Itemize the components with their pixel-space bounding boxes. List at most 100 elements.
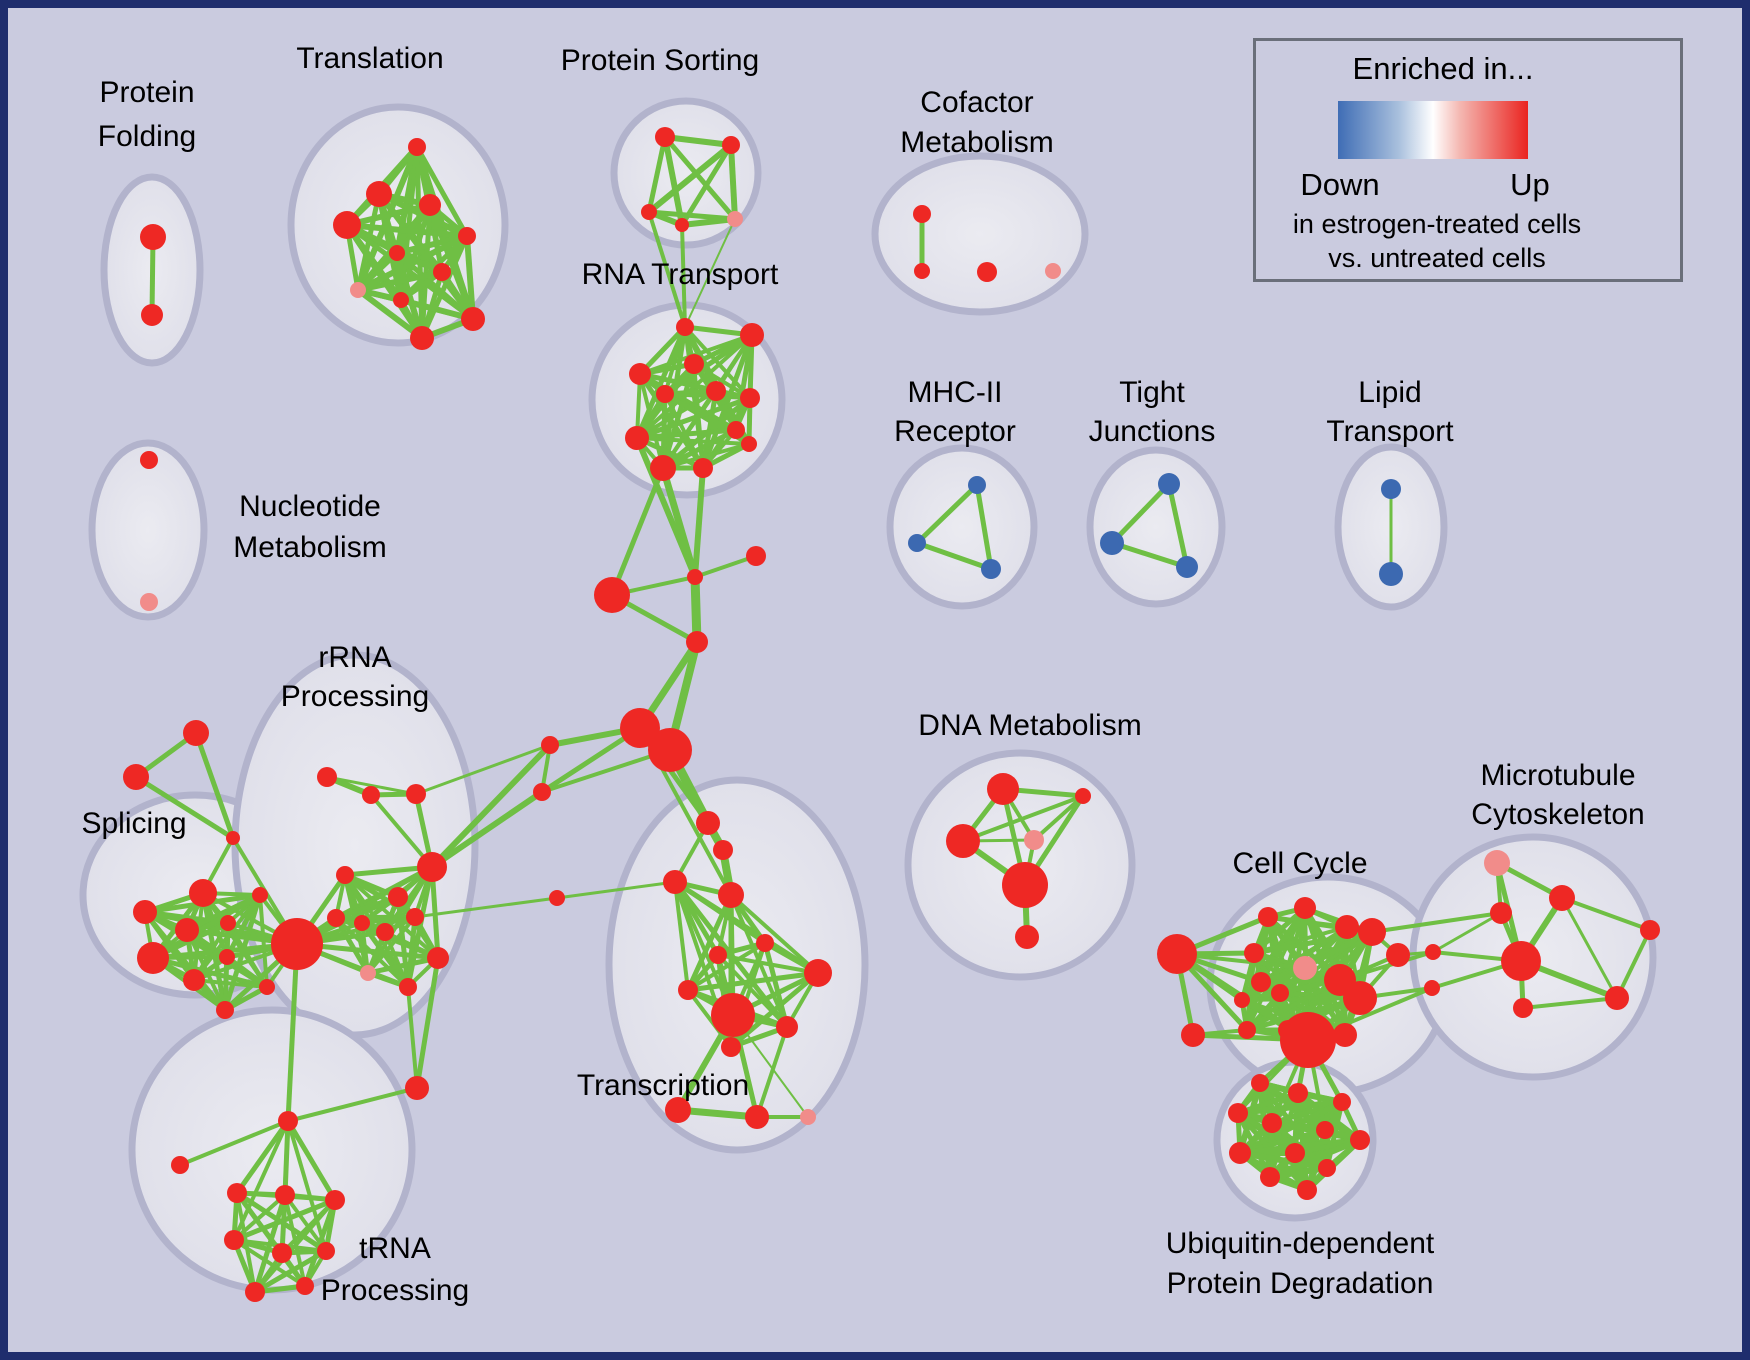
gene-set-node-38 bbox=[981, 559, 1001, 579]
cluster-lipid-transport-label: Transport bbox=[1326, 415, 1454, 448]
edge bbox=[429, 866, 441, 959]
edge bbox=[1432, 911, 1502, 954]
gene-set-node-117 bbox=[1244, 943, 1264, 963]
edge bbox=[636, 395, 751, 441]
gene-set-node-92 bbox=[713, 840, 733, 860]
cluster-protein-folding-label: Folding bbox=[98, 120, 196, 153]
gene-set-node-34 bbox=[140, 451, 158, 469]
edge bbox=[234, 1119, 291, 1195]
gene-set-node-90 bbox=[296, 1277, 314, 1295]
gene-set-node-137 bbox=[1640, 920, 1660, 940]
edge bbox=[1268, 1137, 1362, 1180]
edge bbox=[663, 135, 737, 221]
legend-up-label: Up bbox=[1510, 167, 1550, 202]
edge bbox=[662, 442, 750, 470]
cluster-labels: Protein Folding Translation Protein Sorting… bbox=[81, 42, 1644, 1307]
gene-set-node-129 bbox=[1484, 850, 1510, 876]
gene-set-node-44 bbox=[687, 569, 703, 585]
edge bbox=[673, 881, 690, 991]
edge bbox=[400, 297, 474, 322]
edge bbox=[692, 467, 706, 578]
gene-set-node-25 bbox=[629, 363, 651, 385]
gene-set-node-97 bbox=[678, 980, 698, 1000]
gene-set-node-49 bbox=[648, 728, 692, 772]
gene-set-node-36 bbox=[968, 476, 986, 494]
gene-set-node-94 bbox=[718, 882, 744, 908]
edge bbox=[692, 362, 752, 400]
gene-set-node-50 bbox=[541, 736, 559, 754]
gene-set-node-82 bbox=[549, 890, 565, 906]
edge bbox=[681, 216, 736, 228]
gene-set-node-55 bbox=[133, 900, 157, 924]
gene-set-node-51 bbox=[533, 783, 551, 801]
edge bbox=[1252, 906, 1307, 955]
gene-set-node-100 bbox=[776, 1016, 798, 1038]
cluster-dna-metabolism-label: DNA Metabolism bbox=[918, 709, 1141, 742]
edge bbox=[395, 251, 475, 321]
edge bbox=[225, 955, 269, 989]
gene-set-node-58 bbox=[220, 915, 236, 931]
gene-set-node-108 bbox=[1024, 830, 1044, 850]
edge bbox=[406, 986, 419, 1089]
cluster-cofactor-metabolism-boundary bbox=[871, 152, 1089, 316]
edge bbox=[687, 970, 819, 993]
gene-set-node-60 bbox=[183, 969, 205, 991]
edge bbox=[430, 789, 544, 870]
gene-set-node-118 bbox=[1293, 956, 1317, 980]
gene-set-node-105 bbox=[987, 773, 1019, 805]
gene-set-node-102 bbox=[665, 1097, 691, 1123]
edge bbox=[222, 894, 263, 1011]
edge bbox=[1560, 897, 1619, 999]
edge bbox=[646, 136, 668, 213]
gene-set-node-8 bbox=[433, 263, 451, 281]
gene-set-node-20 bbox=[977, 262, 997, 282]
edge bbox=[1032, 794, 1085, 842]
gene-set-node-111 bbox=[1157, 934, 1197, 974]
gene-set-node-131 bbox=[1490, 902, 1512, 924]
gene-set-node-21 bbox=[1045, 263, 1061, 279]
edge bbox=[636, 436, 750, 446]
legend-down-label: Down bbox=[1300, 167, 1380, 202]
gene-set-node-17 bbox=[727, 211, 743, 227]
gene-set-node-54 bbox=[226, 831, 240, 845]
gene-set-node-135 bbox=[1425, 944, 1441, 960]
edge bbox=[285, 1119, 338, 1202]
gene-set-node-48 bbox=[620, 708, 660, 748]
gene-set-node-128 bbox=[1386, 943, 1410, 967]
edge bbox=[647, 142, 733, 215]
gene-set-node-124 bbox=[1238, 1021, 1256, 1039]
cluster-nucleotide-metabolism-label: Metabolism bbox=[233, 531, 386, 564]
gene-set-node-29 bbox=[625, 426, 649, 450]
edge bbox=[1339, 950, 1434, 982]
gene-set-node-89 bbox=[245, 1282, 265, 1302]
edge bbox=[232, 1120, 290, 1241]
gene-set-node-78 bbox=[271, 918, 323, 970]
gene-set-node-64 bbox=[259, 979, 275, 995]
gene-set-node-61 bbox=[219, 949, 235, 965]
edge bbox=[717, 953, 819, 975]
gene-set-node-130 bbox=[1549, 885, 1575, 911]
gene-set-node-140 bbox=[1333, 1093, 1351, 1111]
gene-set-node-95 bbox=[756, 934, 774, 952]
legend-title: Enriched in... bbox=[1352, 51, 1534, 86]
edge bbox=[647, 211, 687, 328]
gene-set-node-11 bbox=[461, 307, 485, 331]
gene-set-node-24 bbox=[684, 354, 704, 374]
edge bbox=[302, 1199, 338, 1287]
gene-set-node-119 bbox=[1251, 972, 1271, 992]
legend-gradient-bar bbox=[1338, 101, 1528, 159]
gene-set-node-47 bbox=[686, 631, 708, 653]
edge bbox=[680, 224, 687, 328]
gene-set-node-106 bbox=[1075, 788, 1091, 804]
gene-set-node-139 bbox=[1288, 1083, 1308, 1103]
edge bbox=[685, 893, 734, 992]
edge bbox=[962, 794, 1084, 843]
gene-set-node-104 bbox=[800, 1109, 816, 1125]
cluster-rrna-processing-label: rRNA bbox=[318, 641, 391, 674]
edge bbox=[609, 467, 666, 596]
gene-set-node-3 bbox=[366, 181, 392, 207]
cluster-trna-processing-label: tRNA bbox=[359, 1232, 431, 1265]
edge bbox=[357, 269, 443, 293]
gene-set-node-9 bbox=[350, 282, 366, 298]
